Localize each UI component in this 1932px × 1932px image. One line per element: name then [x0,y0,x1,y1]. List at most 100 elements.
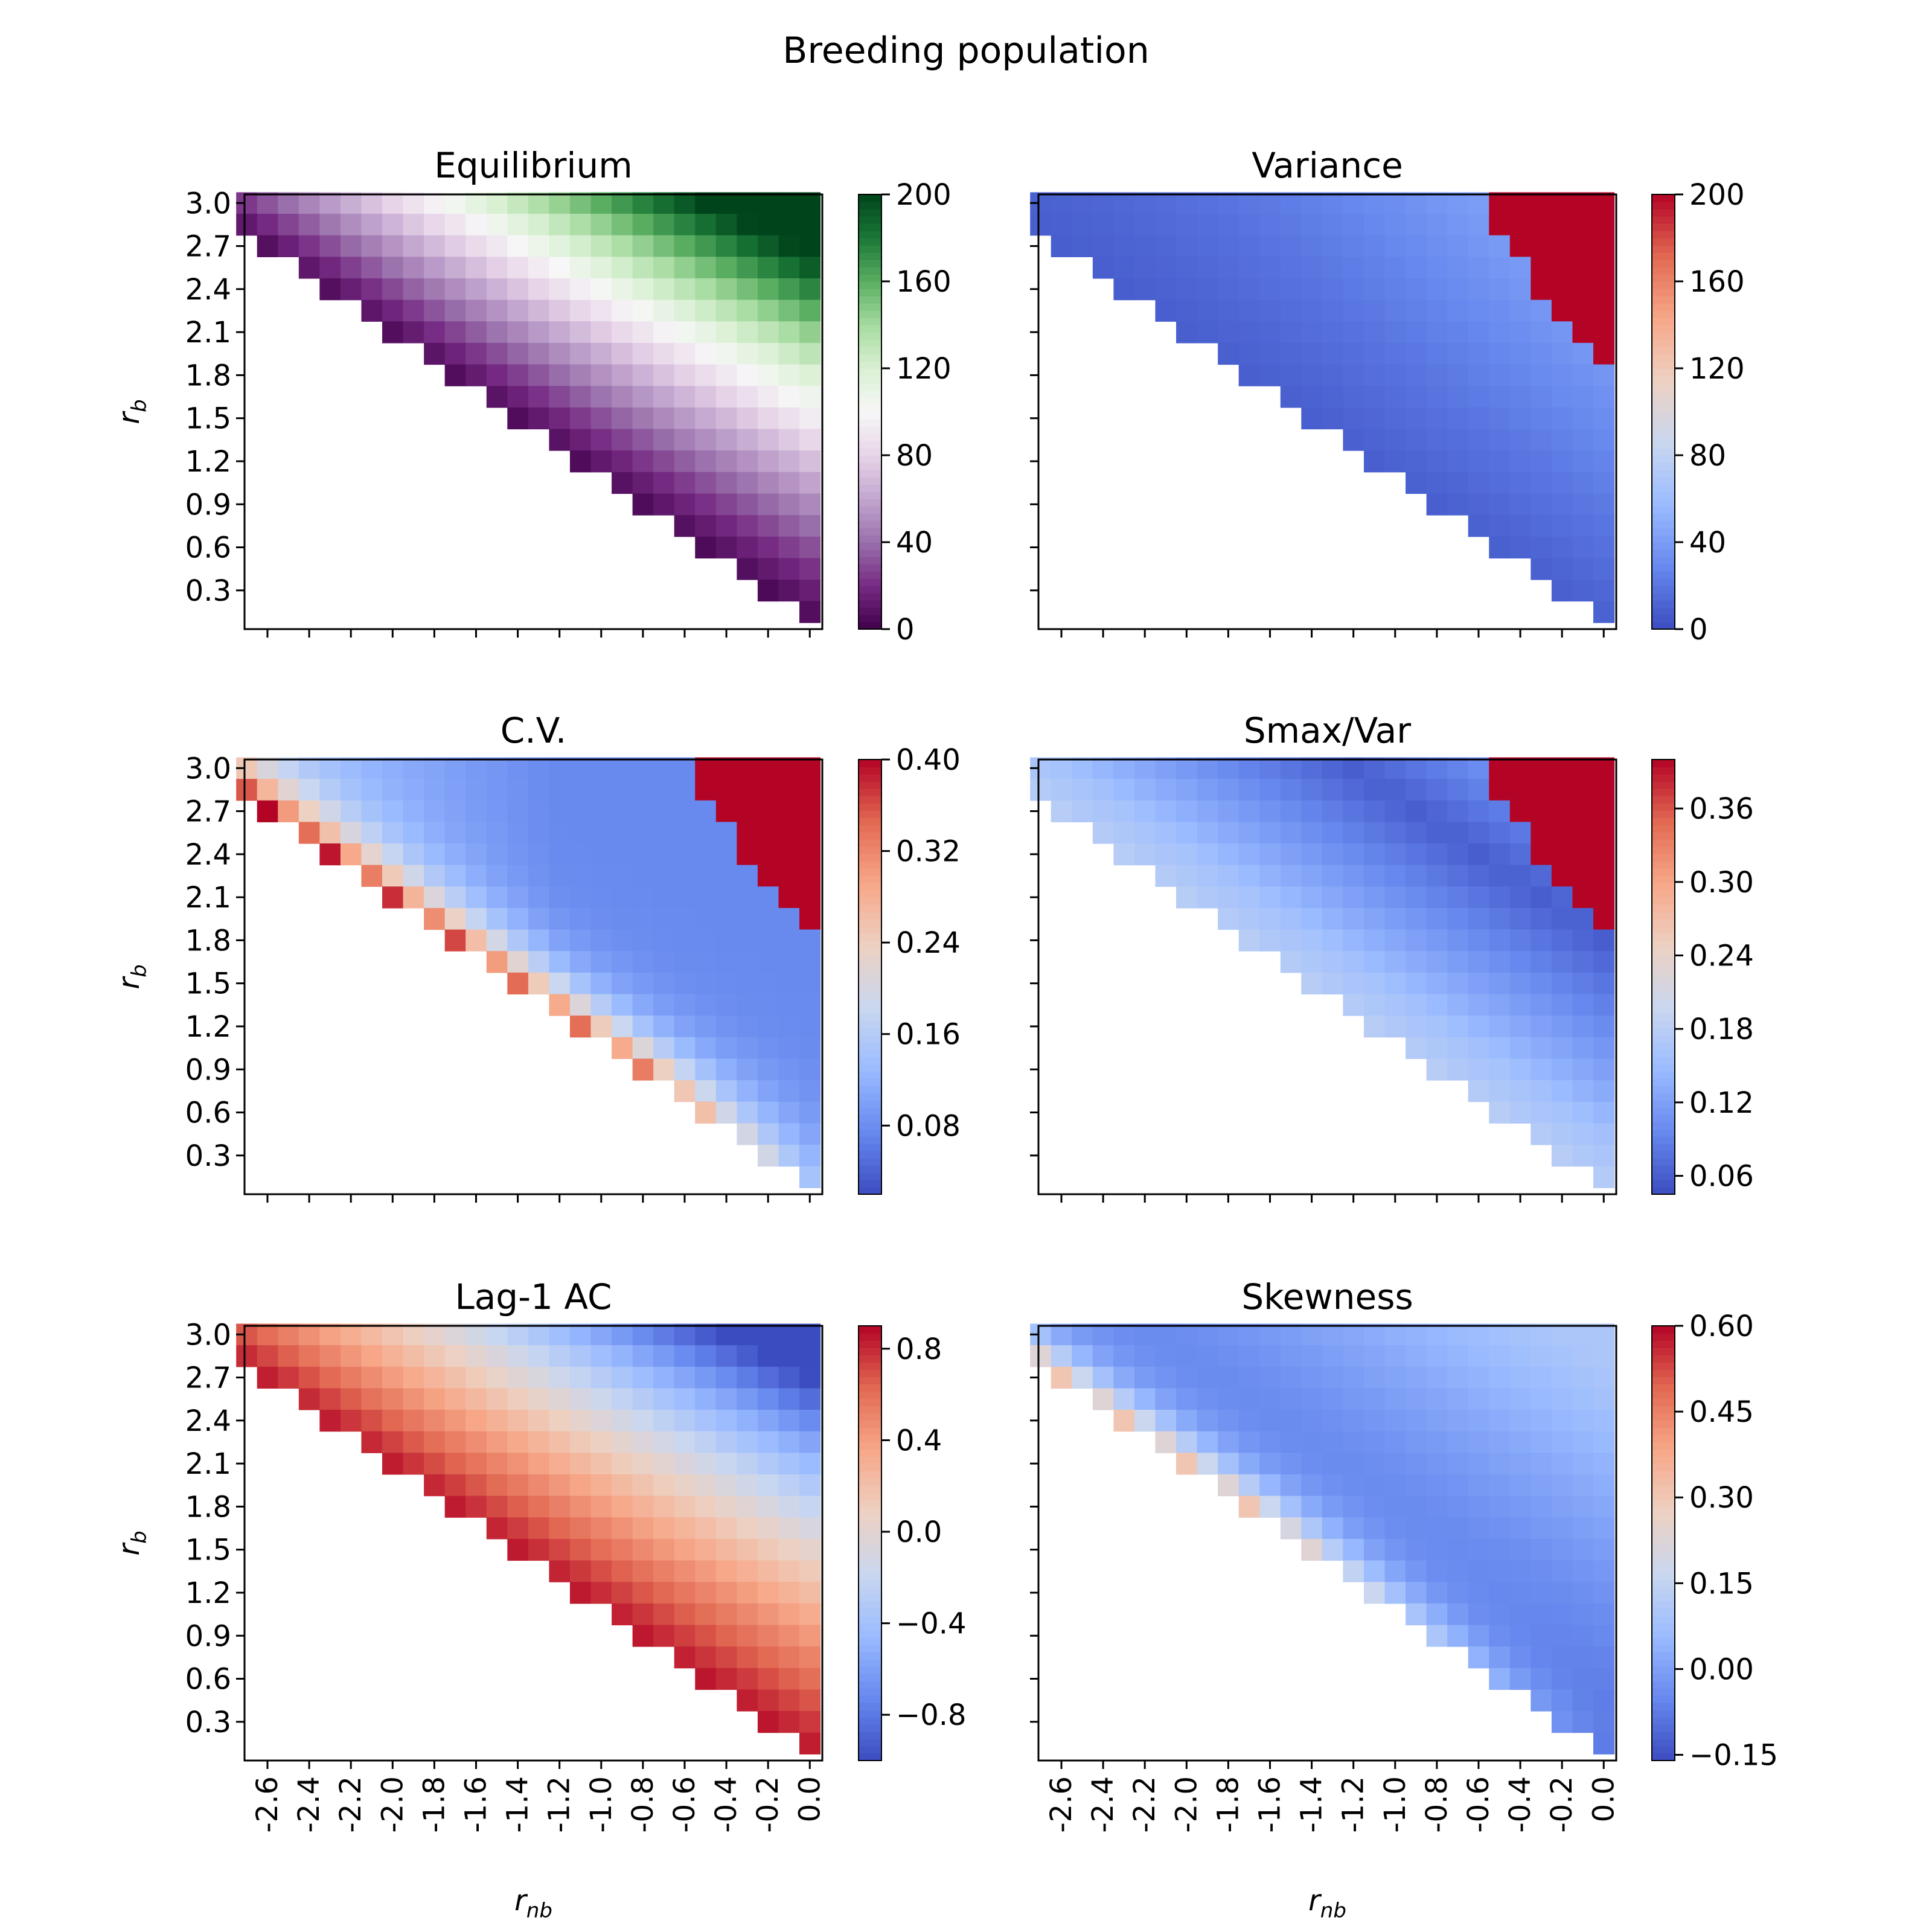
heatmap-cell [757,1016,779,1038]
heatmap-cell [444,342,466,365]
heatmap-cell [507,1345,529,1367]
colorbar-frame [1651,1325,1675,1761]
heatmap-cell [695,407,717,430]
heatmap-cell [1218,822,1239,844]
heatmap-cell [1363,800,1386,822]
heatmap-cell [715,779,737,801]
heatmap-cell [569,321,592,344]
colorbar-tick-label: 200 [896,178,952,212]
heatmap-cell [1551,1603,1573,1626]
colorbar-frame [858,194,882,630]
heatmap-cell [757,1603,779,1626]
heatmap-cell [1593,1058,1615,1081]
heatmap-cell [1447,257,1469,279]
heatmap-cell [715,1538,737,1561]
heatmap-cell [1343,1453,1364,1475]
heatmap-cell [1509,515,1531,537]
colorbar-tick-label: 0.8 [896,1332,942,1366]
heatmap-cell [653,1410,675,1432]
heatmap-cell [778,364,800,386]
heatmap-cell [1572,1016,1594,1038]
heatmap-cell [778,580,800,602]
heatmap-cell [715,1037,737,1060]
heatmap-cell [486,1410,508,1432]
heatmap-cell [757,800,779,822]
heatmap-cell [319,257,341,279]
colorbar-step [1652,796,1675,804]
heatmap-cell [1509,342,1531,365]
heatmap-cell [653,1625,675,1647]
colorbar-tick-label: 0.36 [1689,792,1754,826]
heatmap-cell [695,1646,717,1669]
heatmap-cell [1572,1538,1594,1561]
heatmap-cell [1426,1603,1448,1626]
colorbar-step [1652,1158,1675,1166]
y-tick-label: 2.1 [185,316,231,350]
heatmap-cell [486,779,508,801]
colorbar-step [1652,1536,1675,1544]
colorbar-step [1652,977,1675,985]
heatmap-cell [340,822,362,844]
colorbar-step [1652,549,1675,557]
heatmap-cell [1259,1431,1281,1453]
x-tick-label: -0.2 [1545,1776,1579,1833]
colorbar-step [1652,354,1675,362]
colorbar-step [859,861,881,869]
heatmap-cell [1134,278,1156,301]
colorbar-step [1652,1020,1675,1028]
heatmap-cell [486,907,508,930]
heatmap-cell [1363,1538,1386,1561]
heatmap-cell [1259,235,1281,257]
heatmap-cell [632,342,654,365]
heatmap-cell [1447,407,1469,430]
heatmap-cell [1593,972,1615,995]
heatmap-cell [549,192,571,214]
heatmap-cell [1280,386,1302,408]
heatmap-cell [486,800,508,822]
heatmap-cell [424,822,446,844]
x-tick-label: -0.8 [1420,1776,1454,1833]
heatmap-cell [1343,1517,1364,1540]
y-tick-label: 0.9 [185,488,231,522]
heatmap-cell [528,1517,550,1540]
heatmap-cell [737,278,758,301]
heatmap-cell [590,757,612,779]
heatmap-cell [1593,493,1615,516]
heatmap-cell [1406,1431,1427,1453]
heatmap-cell [799,1495,821,1518]
heatmap-cell [674,386,696,408]
heatmap-cell [1551,450,1573,473]
heatmap-cell [1301,321,1323,344]
heatmap-cell [778,1668,800,1690]
heatmap-cell [653,779,675,801]
heatmap-cell [799,1538,821,1561]
heatmap-cell [1447,192,1469,214]
heatmap-cell [799,1431,821,1453]
heatmap-cell [298,757,320,779]
colorbar-tick-label: 0 [896,613,915,647]
heatmap-cell [1593,580,1615,602]
heatmap-cell [1426,1453,1448,1475]
colorbar-step [1652,832,1675,840]
colorbar-step [859,455,881,463]
heatmap-cell [778,1625,800,1647]
heatmap-cell [757,515,779,537]
heatmap-cell [1593,929,1615,952]
heatmap-cell [1531,515,1552,537]
heatmap-cell [1406,1560,1427,1582]
heatmap-cell [465,214,487,236]
heatmap-cell [612,865,633,887]
heatmap-cell [799,558,821,580]
heatmap-cell [1551,1080,1573,1102]
heatmap-cell [257,235,278,257]
heatmap-cell [632,1495,654,1518]
heatmap-cell [1363,1345,1386,1367]
heatmap-cell [695,1495,717,1518]
heatmap-cell [1322,1538,1344,1561]
heatmap-cell [757,865,779,887]
heatmap-cell [528,321,550,344]
colorbar-tick-label: 200 [1689,178,1745,212]
heatmap-cell [569,1323,592,1346]
y-tick-label: 2.4 [185,838,231,872]
heatmap-cell [1406,1037,1427,1060]
